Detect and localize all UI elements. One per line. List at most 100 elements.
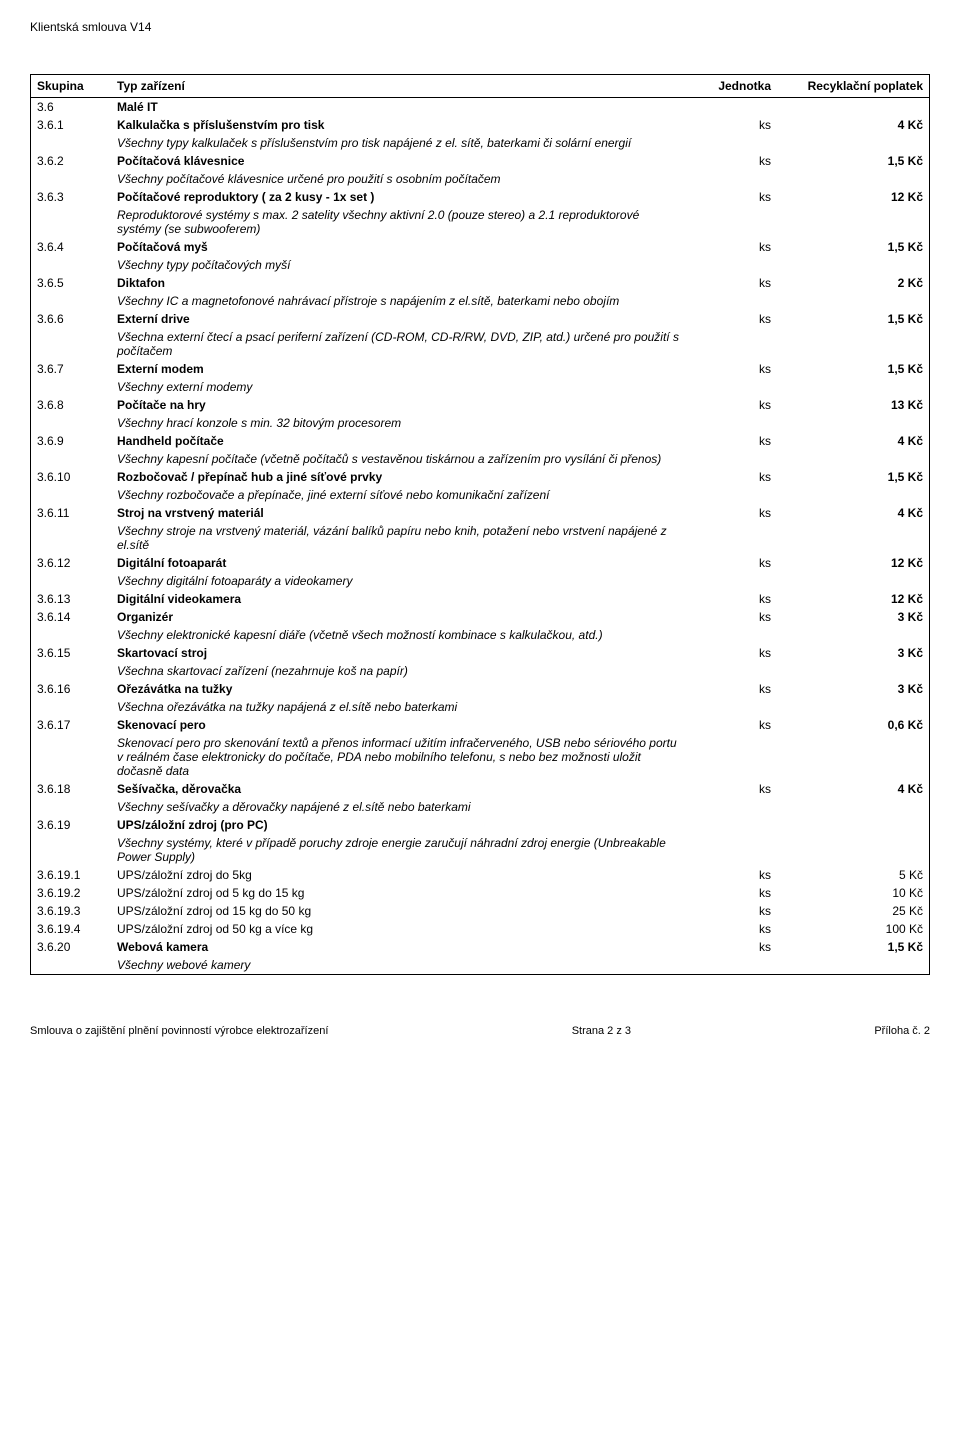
row-desc: Všechny hrací konzole s min. 32 bitovým … <box>111 414 685 432</box>
table-row-desc: Skenovací pero pro skenování textů a pře… <box>31 734 930 780</box>
row-code: 3.6.17 <box>31 716 112 734</box>
row-desc: Všechny externí modemy <box>111 378 685 396</box>
row-desc-spacer <box>31 134 112 152</box>
row-unit: ks <box>685 884 777 902</box>
row-desc-spacer <box>31 256 112 274</box>
row-unit: ks <box>685 504 777 522</box>
row-name: UPS/záložní zdroj od 5 kg do 15 kg <box>111 884 685 902</box>
row-desc: Všechna ořezávátka na tužky napájená z e… <box>111 698 685 716</box>
row-desc: Všechny webové kamery <box>111 956 685 975</box>
col-group-header: Skupina <box>31 75 112 98</box>
row-name: Rozbočovač / přepínač hub a jiné síťové … <box>111 468 685 486</box>
row-desc-spacer <box>31 626 112 644</box>
table-row-desc: Všechna skartovací zařízení (nezahrnuje … <box>31 662 930 680</box>
row-fee: 100 Kč <box>777 920 930 938</box>
row-unit: ks <box>685 902 777 920</box>
row-desc-spacer <box>31 662 112 680</box>
footer-right: Příloha č. 2 <box>874 1025 930 1037</box>
row-code: 3.6.9 <box>31 432 112 450</box>
section-fee <box>777 98 930 117</box>
table-row: 3.6.3Počítačové reproduktory ( za 2 kusy… <box>31 188 930 206</box>
row-name: Počítačová myš <box>111 238 685 256</box>
row-name: Skenovací pero <box>111 716 685 734</box>
table-row-desc: Všechny stroje na vrstvený materiál, váz… <box>31 522 930 554</box>
table-row-desc: Všechny typy kalkulaček s příslušenstvím… <box>31 134 930 152</box>
row-unit: ks <box>685 938 777 956</box>
row-name: Stroj na vrstvený materiál <box>111 504 685 522</box>
row-unit: ks <box>685 396 777 414</box>
row-unit: ks <box>685 554 777 572</box>
row-name: Organizér <box>111 608 685 626</box>
row-desc: Všechna externí čtecí a psací periferní … <box>111 328 685 360</box>
table-row: 3.6.2Počítačová klávesniceks1,5 Kč <box>31 152 930 170</box>
table-row: 3.6.19UPS/záložní zdroj (pro PC) <box>31 816 930 834</box>
row-name: UPS/záložní zdroj do 5kg <box>111 866 685 884</box>
table-row-desc: Všechna ořezávátka na tužky napájená z e… <box>31 698 930 716</box>
footer-center: Strana 2 z 3 <box>572 1025 631 1037</box>
row-desc: Všechny IC a magnetofonové nahrávací pří… <box>111 292 685 310</box>
row-fee: 1,5 Kč <box>777 938 930 956</box>
row-desc: Všechny kapesní počítače (včetně počítač… <box>111 450 685 468</box>
row-unit: ks <box>685 116 777 134</box>
row-unit: ks <box>685 644 777 662</box>
table-row-desc: Všechny webové kamery <box>31 956 930 975</box>
table-row-desc: Všechny IC a magnetofonové nahrávací pří… <box>31 292 930 310</box>
row-desc: Skenovací pero pro skenování textů a pře… <box>111 734 685 780</box>
footer-left: Smlouva o zajištění plnění povinností vý… <box>30 1025 328 1037</box>
row-desc-spacer <box>31 734 112 780</box>
row-desc-spacer <box>31 486 112 504</box>
table-row-desc: Všechny typy počítačových myší <box>31 256 930 274</box>
row-unit: ks <box>685 468 777 486</box>
row-unit: ks <box>685 274 777 292</box>
row-desc: Všechny digitální fotoaparáty a videokam… <box>111 572 685 590</box>
row-unit: ks <box>685 780 777 798</box>
row-fee: 13 Kč <box>777 396 930 414</box>
table-header-row: Skupina Typ zařízení Jednotka Recyklační… <box>31 75 930 98</box>
table-row: 3.6.1Kalkulačka s příslušenstvím pro tis… <box>31 116 930 134</box>
row-unit: ks <box>685 188 777 206</box>
row-desc-spacer <box>31 450 112 468</box>
row-name: UPS/záložní zdroj (pro PC) <box>111 816 685 834</box>
row-desc-spacer <box>31 956 112 975</box>
row-name: Kalkulačka s příslušenstvím pro tisk <box>111 116 685 134</box>
row-name: Sešívačka, děrovačka <box>111 780 685 798</box>
table-row: 3.6.7Externí modemks1,5 Kč <box>31 360 930 378</box>
col-type-header: Typ zařízení <box>111 75 685 98</box>
row-fee: 2 Kč <box>777 274 930 292</box>
row-code: 3.6.10 <box>31 468 112 486</box>
row-desc: Všechny typy kalkulaček s příslušenstvím… <box>111 134 685 152</box>
row-fee: 25 Kč <box>777 902 930 920</box>
table-row: 3.6.13Digitální videokameraks12 Kč <box>31 590 930 608</box>
table-row-desc: Všechny hrací konzole s min. 32 bitovým … <box>31 414 930 432</box>
row-code: 3.6.6 <box>31 310 112 328</box>
section-code: 3.6 <box>31 98 112 117</box>
row-fee: 1,5 Kč <box>777 310 930 328</box>
table-row: 3.6.6Externí driveks1,5 Kč <box>31 310 930 328</box>
row-name: UPS/záložní zdroj od 15 kg do 50 kg <box>111 902 685 920</box>
row-code: 3.6.19.1 <box>31 866 112 884</box>
row-fee <box>777 816 930 834</box>
row-desc: Všechny rozbočovače a přepínače, jiné ex… <box>111 486 685 504</box>
row-name: Počítačová klávesnice <box>111 152 685 170</box>
table-row: 3.6.18Sešívačka, děrovačkaks4 Kč <box>31 780 930 798</box>
row-unit: ks <box>685 310 777 328</box>
row-fee: 3 Kč <box>777 644 930 662</box>
row-desc-spacer <box>31 698 112 716</box>
table-row: 3.6.15Skartovací strojks3 Kč <box>31 644 930 662</box>
table-row-desc: Všechny digitální fotoaparáty a videokam… <box>31 572 930 590</box>
table-row: 3.6.14Organizérks3 Kč <box>31 608 930 626</box>
row-fee: 10 Kč <box>777 884 930 902</box>
table-row: 3.6.20Webová kameraks1,5 Kč <box>31 938 930 956</box>
row-unit: ks <box>685 920 777 938</box>
table-row-desc: Všechny externí modemy <box>31 378 930 396</box>
row-fee: 1,5 Kč <box>777 468 930 486</box>
row-fee: 3 Kč <box>777 608 930 626</box>
row-code: 3.6.4 <box>31 238 112 256</box>
row-desc-spacer <box>31 414 112 432</box>
row-unit: ks <box>685 152 777 170</box>
row-desc: Všechny počítačové klávesnice určené pro… <box>111 170 685 188</box>
row-unit: ks <box>685 716 777 734</box>
col-fee-header: Recyklační poplatek <box>777 75 930 98</box>
table-row-desc: Všechny kapesní počítače (včetně počítač… <box>31 450 930 468</box>
row-fee: 1,5 Kč <box>777 360 930 378</box>
